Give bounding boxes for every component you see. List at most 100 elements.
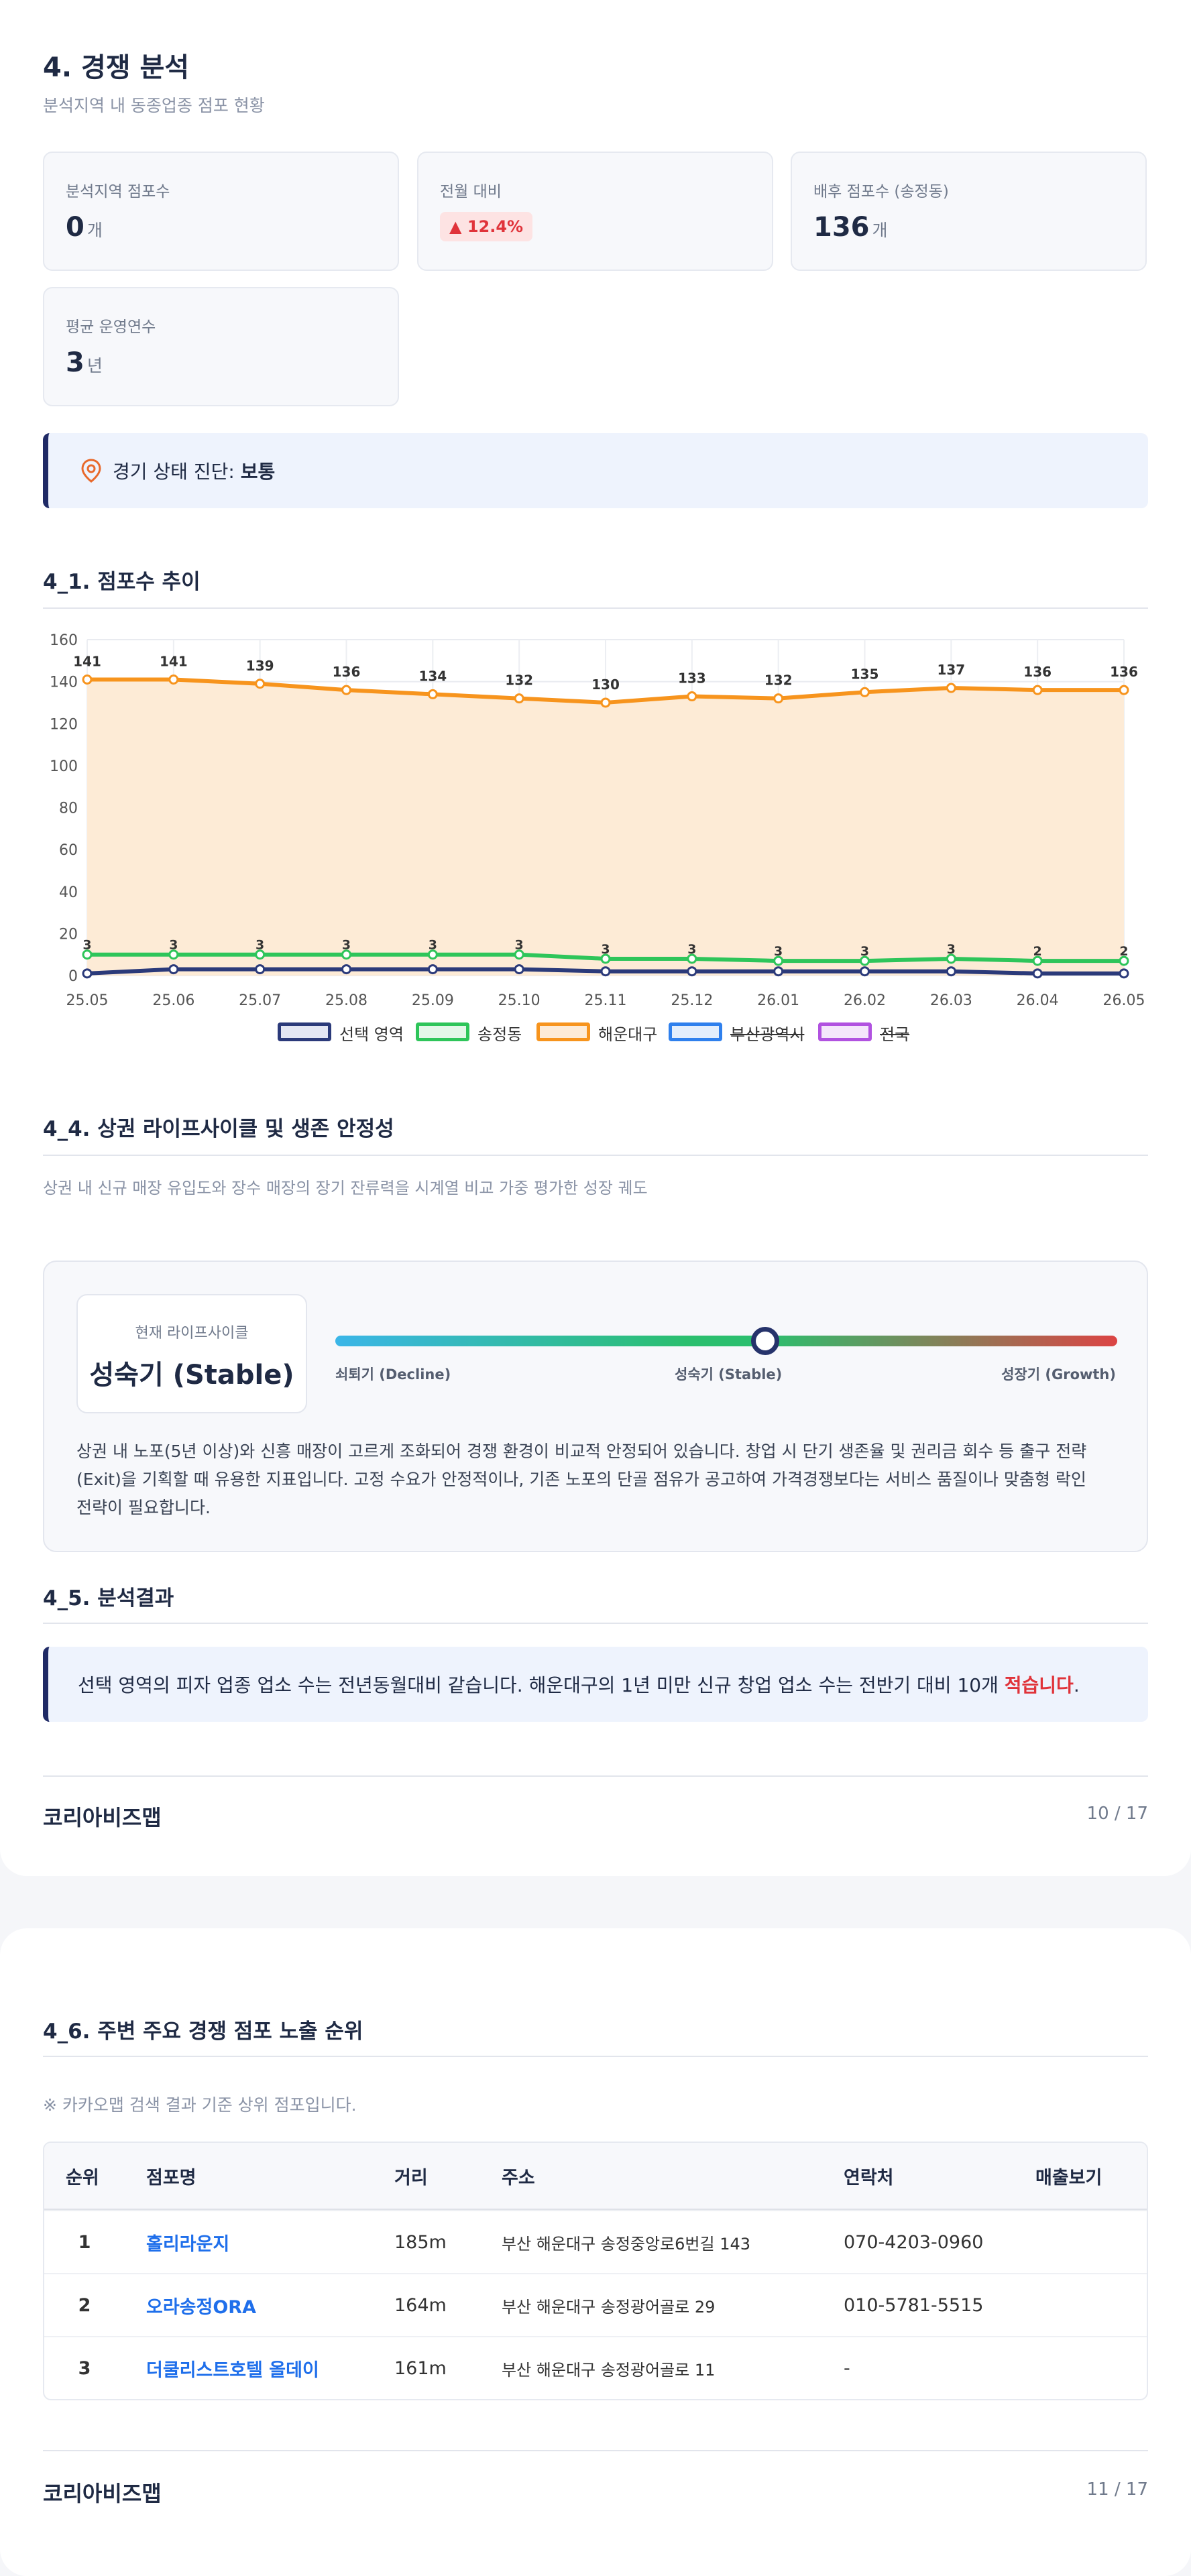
lifecycle-gauge-track — [335, 1336, 1117, 1346]
x-tick-label: 25.07 — [239, 992, 281, 1009]
stage-stable-label: 성숙기 (Stable) — [675, 1366, 783, 1383]
divider — [43, 1623, 1148, 1624]
y-tick-label: 100 — [50, 758, 78, 775]
x-tick-label: 25.08 — [325, 992, 367, 1009]
data-label: 3 — [82, 938, 91, 953]
legend-label: 부산광역시 — [730, 1025, 805, 1044]
legend-label: 선택 영역 — [339, 1025, 404, 1044]
legend-label: 전국 — [880, 1025, 910, 1044]
x-tick-label: 26.05 — [1103, 992, 1145, 1009]
table-header-row: 순위 점포명 거리 주소 연락처 매출보기 — [44, 2143, 1147, 2210]
current-stage-value: 성숙기 (Stable) — [89, 1360, 294, 1391]
data-point — [427, 689, 438, 699]
divider — [43, 1155, 1148, 1156]
y-tick-label: 20 — [59, 926, 78, 943]
series-area-해운대구 — [87, 679, 1124, 976]
stat-label: 분석지역 점포수 — [66, 183, 170, 200]
stage-decline-label: 쇠퇴기 (Decline) — [335, 1366, 451, 1383]
result-title: 4_5. 분석결과 — [43, 1586, 174, 1611]
data-label: 3 — [429, 938, 437, 953]
data-point — [514, 964, 524, 975]
current-stage-card: 현재 라이프사이클 성숙기 (Stable) — [76, 1294, 307, 1413]
table-row: 1 홀리라운지 185m 부산 해운대구 송정중앙로6번길 143 070-42… — [44, 2210, 1147, 2273]
data-point — [600, 953, 611, 964]
rank-cell: 2 — [78, 2294, 91, 2316]
data-label: 2 — [1033, 944, 1042, 959]
ranking-title: 4_6. 주변 주요 경쟁 점포 노출 순위 — [43, 2019, 363, 2044]
ranking-note: ※ 카카오맵 검색 결과 기준 상위 점포입니다. — [43, 2095, 357, 2115]
data-label: 2 — [1119, 944, 1128, 959]
lifecycle-body: 상권 내 노포(5년 이상)와 신흥 매장이 고르게 조화되어 경쟁 환경이 비… — [76, 1442, 1087, 1517]
x-tick-label: 26.02 — [844, 992, 886, 1009]
diagnosis-text: 경기 상태 진단: 보통 — [113, 461, 276, 483]
divider — [43, 607, 1148, 609]
y-tick-label: 40 — [59, 884, 78, 901]
address-cell: 부산 해운대구 송정광어골로 29 — [502, 2297, 716, 2317]
col-sales: 매출보기 — [1035, 2167, 1102, 2188]
legend-swatch — [416, 1022, 469, 1041]
legend-swatch — [818, 1022, 872, 1041]
y-tick-label: 160 — [50, 632, 78, 649]
data-label: 134 — [418, 668, 447, 684]
rank-cell: 1 — [78, 2231, 91, 2253]
x-tick-label: 26.03 — [930, 992, 972, 1009]
legend-swatch — [536, 1022, 590, 1041]
data-point — [427, 964, 438, 975]
data-point — [773, 955, 784, 966]
current-stage-label: 현재 라이프사이클 — [135, 1325, 249, 1342]
address-cell: 부산 해운대구 송정광어골로 11 — [502, 2360, 716, 2380]
table-row: 2 오라송정ORA 164m 부산 해운대구 송정광어골로 29 010-578… — [44, 2273, 1147, 2336]
result-banner: 선택 영역의 피자 업종 업소 수는 전년동월대비 같습니다. 해운대구의 1년… — [43, 1647, 1148, 1722]
data-point — [1119, 685, 1129, 695]
data-point — [168, 674, 179, 685]
data-point — [82, 968, 93, 979]
legend-swatch — [278, 1022, 331, 1041]
change-badge: ▲ 12.4% — [440, 212, 533, 241]
col-rank: 순위 — [66, 2167, 99, 2188]
legend-label: 송정동 — [477, 1025, 522, 1044]
data-label: 130 — [591, 677, 620, 693]
data-point — [687, 691, 697, 702]
x-tick-label: 25.11 — [585, 992, 627, 1009]
location-pin-icon — [81, 459, 101, 483]
y-tick-label: 140 — [50, 675, 78, 691]
data-label: 136 — [1023, 664, 1052, 680]
phone-cell: 070-4203-0960 — [844, 2231, 984, 2253]
data-point — [860, 955, 870, 966]
stat-value: 136 개 — [813, 212, 888, 243]
col-phone: 연락처 — [844, 2167, 894, 2188]
y-tick-label: 120 — [50, 716, 78, 733]
data-label: 3 — [687, 942, 696, 957]
data-point — [427, 949, 438, 960]
data-point — [514, 693, 524, 704]
x-tick-label: 25.09 — [412, 992, 454, 1009]
data-label: 136 — [1110, 664, 1138, 680]
store-name-link[interactable]: 홀리라운지 — [146, 2233, 230, 2255]
data-point — [1032, 968, 1043, 979]
page-number: 11 / 17 — [1086, 2479, 1148, 2500]
phone-cell: 010-5781-5515 — [844, 2294, 984, 2316]
distance-cell: 161m — [394, 2357, 447, 2379]
rank-cell: 3 — [78, 2357, 91, 2379]
divider — [43, 2056, 1148, 2057]
data-point — [341, 685, 351, 695]
data-label: 139 — [246, 658, 274, 674]
data-point — [1119, 968, 1129, 979]
stat-card-mom: 전월 대비 ▲ 12.4% — [417, 152, 773, 271]
x-tick-label: 26.04 — [1017, 992, 1059, 1009]
stat-label: 배후 점포수 (송정동) — [813, 183, 949, 200]
data-point — [946, 953, 956, 964]
footer-divider — [43, 1775, 1148, 1777]
store-name-link[interactable]: 더쿨리스트호텔 올데이 — [146, 2359, 319, 2381]
data-point — [255, 949, 266, 960]
data-point — [687, 966, 697, 977]
section-title: 4. 경쟁 분석 — [43, 52, 190, 83]
store-name-link[interactable]: 오라송정ORA — [146, 2296, 256, 2318]
data-label: 3 — [256, 938, 264, 953]
data-point — [168, 949, 179, 960]
data-label: 132 — [764, 672, 793, 689]
data-label: 3 — [774, 944, 783, 959]
